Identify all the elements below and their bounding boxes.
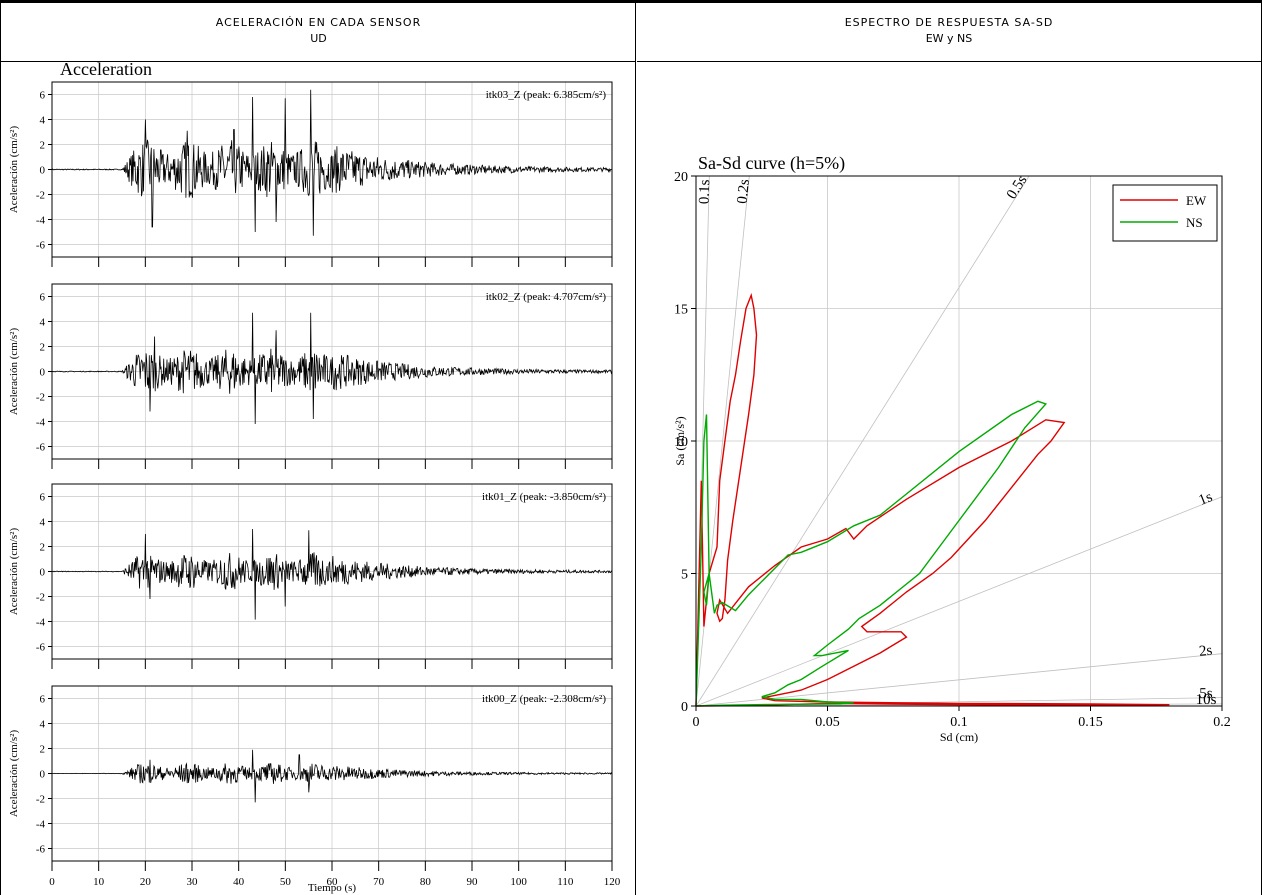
period-label: 0.1s: [697, 179, 714, 204]
y-tick-label: 2: [40, 140, 46, 152]
x-tick-label: 120: [604, 876, 621, 888]
y-tick-label: -4: [36, 215, 46, 227]
accel-trace-itk01_Z: [51, 528, 612, 620]
period-label: 0.2s: [735, 178, 753, 204]
y-tick-label: -2: [36, 392, 45, 404]
y-tick-label: -6: [36, 442, 46, 454]
series-label-itk03_Z: itk03_Z (peak: 6.385cm/s²): [486, 89, 607, 101]
series-label-itk02_Z: itk02_Z (peak: 4.707cm/s²): [486, 291, 607, 303]
y-tick-label: 2: [40, 744, 46, 756]
y-axis-label: Aceleración (cm/s²): [8, 126, 20, 214]
y-tick-label: -2: [36, 190, 45, 202]
series-label-itk00_Z: itk00_Z (peak: -2.308cm/s²): [482, 693, 606, 705]
y-tick-label: -6: [36, 844, 46, 856]
accel-trace-itk03_Z: [51, 89, 613, 236]
y-tick-label: -4: [36, 417, 46, 429]
x-tick-label: 80: [420, 876, 432, 888]
x-tick-label: 0.05: [815, 715, 840, 730]
period-label: 10s: [1196, 692, 1217, 708]
y-tick-label: 0: [40, 165, 46, 177]
acceleration-charts: Acceleration -6 -4 -2 0 2 4 6 itk03_Z (peak: 6.…: [8, 59, 621, 894]
left-header-subtitle: UD: [310, 32, 327, 45]
x-tick-label: 0.1: [950, 715, 968, 730]
period-label: 1s: [1196, 489, 1214, 509]
y-tick-label: 4: [40, 317, 46, 329]
y-tick-label: 0: [40, 567, 46, 579]
x-tick-label: 110: [557, 876, 574, 888]
x-tick-label: 90: [467, 876, 479, 888]
column-divider: [635, 3, 636, 895]
x-tick-label: 0: [49, 876, 55, 888]
period-label: 5s: [1199, 686, 1213, 702]
right-header: ESPECTRO DE RESPUESTA SA-SD EW y NS: [637, 6, 1261, 62]
x-tick-label: 20: [140, 876, 152, 888]
accel-panel-itk03_Z: -6 -4 -2 0 2 4 6 itk03_Z (peak: 6.385cm/s²) Acel…: [8, 81, 613, 267]
period-line: [695, 175, 1030, 707]
y-tick-label: 0: [681, 700, 688, 715]
y-tick-label: -4: [36, 819, 46, 831]
x-axis-label: Tiempo (s): [308, 882, 357, 894]
x-tick-label: 50: [280, 876, 292, 888]
y-tick-label: -6: [36, 642, 46, 654]
period-line: [695, 653, 1223, 707]
period-line: [695, 496, 1223, 707]
y-tick-label: -4: [36, 617, 46, 629]
x-tick-label: 100: [510, 876, 527, 888]
series-label-itk01_Z: itk01_Z (peak: -3.850cm/s²): [482, 491, 606, 503]
y-tick-label: 4: [40, 719, 46, 731]
y-tick-label: 15: [674, 303, 688, 318]
x-tick-label: 0.15: [1078, 715, 1103, 730]
x-axis-label: Sd (cm): [940, 730, 978, 744]
acceleration-title: Acceleration: [60, 59, 152, 79]
y-axis-label: Aceleración (cm/s²): [8, 730, 20, 818]
y-tick-label: 6: [40, 90, 46, 102]
x-tick-label: 30: [187, 876, 199, 888]
period-label: 0.5s: [1004, 173, 1031, 202]
series-line-ew: [695, 292, 1170, 707]
x-tick-label: 0.2: [1213, 715, 1231, 730]
left-header: ACELERACIÓN EN CADA SENSOR UD: [1, 6, 636, 62]
x-tick-label: 40: [233, 876, 245, 888]
x-tick-label: 0: [693, 715, 700, 730]
sa-sd-title: Sa-Sd curve (h=5%): [698, 153, 845, 174]
right-header-subtitle: EW y NS: [925, 32, 973, 45]
y-tick-label: -6: [36, 240, 46, 252]
series-line-ns: [695, 400, 1048, 707]
accel-panel-itk01_Z: -6 -4 -2 0 2 4 6 itk01_Z (peak: -3.850cm/s²) Ace…: [8, 483, 613, 669]
x-tick-label: 10: [93, 876, 105, 888]
accel-panel-itk02_Z: -6 -4 -2 0 2 4 6 itk02_Z (peak: 4.707cm/s²) Acel…: [8, 283, 613, 469]
y-tick-label: -2: [36, 592, 45, 604]
y-tick-label: 10: [674, 435, 688, 450]
y-tick-label: 4: [40, 517, 46, 529]
legend: EW NS: [1112, 184, 1218, 242]
legend-label-ns: NS: [1186, 215, 1203, 230]
y-axis-label: Sa (cm/s²): [673, 416, 687, 465]
legend-box: [1112, 184, 1218, 242]
accel-trace-itk00_Z: [52, 749, 613, 803]
period-label: 2s: [1198, 643, 1213, 660]
legend-label-ew: EW: [1186, 193, 1207, 208]
y-axis-label: Aceleración (cm/s²): [8, 528, 20, 616]
y-tick-label: 6: [40, 694, 46, 706]
y-tick-label: 6: [40, 292, 46, 304]
x-tick-label: 70: [373, 876, 385, 888]
y-tick-label: 6: [40, 492, 46, 504]
y-tick-label: 0: [40, 367, 46, 379]
x-tick-label: 60: [327, 876, 339, 888]
right-header-title: ESPECTRO DE RESPUESTA SA-SD: [844, 16, 1054, 29]
left-header-title: ACELERACIÓN EN CADA SENSOR: [215, 16, 422, 29]
y-axis-label: Aceleración (cm/s²): [8, 328, 20, 416]
y-tick-label: 4: [40, 115, 46, 127]
y-tick-label: 20: [674, 170, 688, 185]
y-tick-label: 5: [681, 568, 688, 583]
y-tick-label: 0: [40, 769, 46, 781]
y-tick-label: 2: [40, 342, 46, 354]
accel-trace-itk02_Z: [51, 312, 613, 425]
y-tick-label: 2: [40, 542, 46, 554]
y-tick-label: -2: [36, 794, 45, 806]
